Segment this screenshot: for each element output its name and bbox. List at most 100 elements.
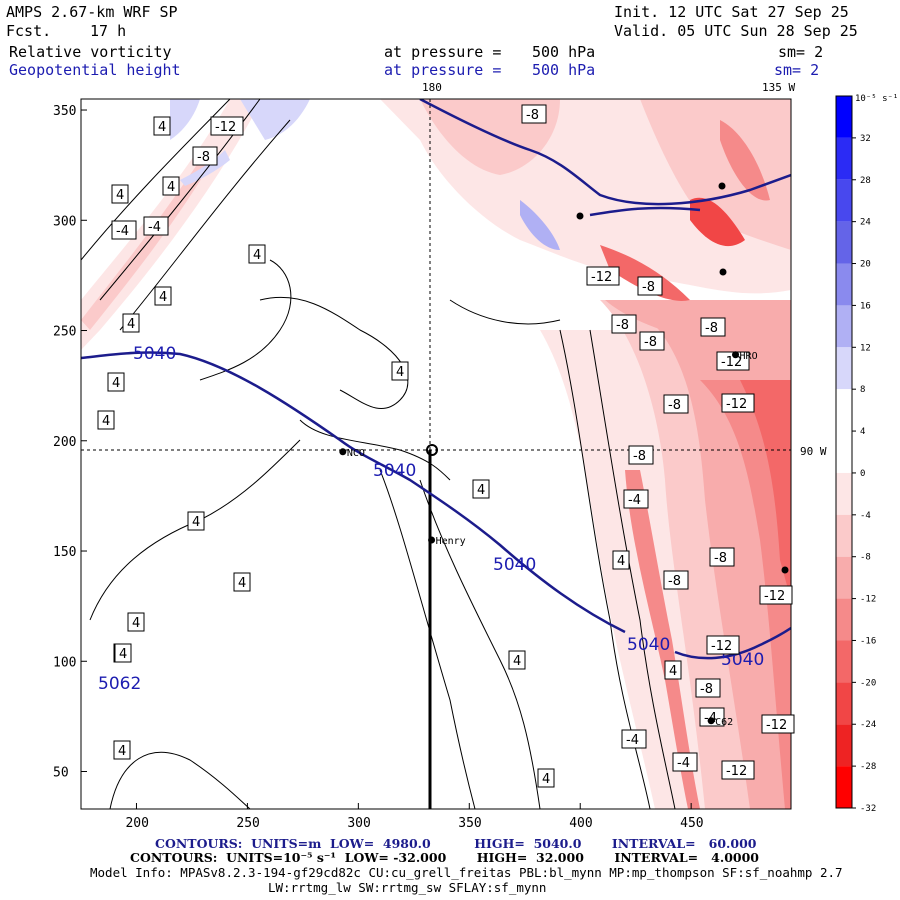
svg-text:4: 4 (477, 483, 485, 498)
vorticity-label: 4 (122, 313, 140, 333)
colorbar-swatch (836, 640, 852, 683)
vorticity-label: -8 (709, 547, 735, 567)
vorticity-label: 4 (391, 361, 409, 381)
field-2-name: Geopotential height (9, 61, 181, 79)
svg-text:-8: -8 (526, 108, 539, 123)
colorbar-label: 4 (860, 427, 865, 437)
y-tick-label: 150 (53, 545, 76, 560)
vorticity-label: 4 (248, 244, 266, 264)
svg-text:4: 4 (132, 616, 140, 631)
init-time: Init. 12 UTC Sat 27 Sep 25 (614, 3, 849, 21)
svg-text:-12: -12 (766, 718, 787, 733)
x-tick-label: 200 (125, 816, 148, 831)
y-axis: 50 100 150 200 250 300 350 (53, 104, 87, 781)
vorticity-label: 4 (162, 176, 180, 196)
field-2-smoothing: sm= 2 (774, 61, 820, 79)
model-info-line-1: Model Info: MPASv8.2.3-194-gf29cd82c CU:… (90, 865, 843, 880)
vorticity-label: -8 (521, 104, 547, 124)
colorbar-label: 24 (860, 218, 871, 228)
station-label: NCO (347, 448, 365, 459)
vorticity-label: 4 (107, 372, 125, 392)
height-contours-info: CONTOURS: UNITS=m LOW= 4980.0 HIGH= 5040… (155, 836, 757, 851)
y-tick-label: 100 (53, 655, 76, 670)
vorticity-label: 4 (114, 643, 132, 663)
height-contours (81, 99, 791, 660)
svg-text:4: 4 (167, 180, 175, 195)
svg-text:-12: -12 (591, 270, 612, 285)
x-tick-label: 400 (569, 816, 592, 831)
vorticity-label: -12 (759, 585, 793, 605)
vorticity-label: 4 (233, 572, 251, 592)
lon-label-180: 180 (422, 81, 442, 94)
svg-text:-8: -8 (616, 318, 629, 333)
vorticity-label: -8 (628, 445, 654, 465)
vorticity-label: -12 (586, 266, 620, 286)
vorticity-label: -12 (761, 714, 795, 734)
vorticity-label: 4 (472, 479, 490, 499)
field-1-pressure-label: at pressure = (384, 43, 502, 61)
svg-text:-12: -12 (721, 355, 742, 370)
vorticity-label: -8 (192, 146, 218, 166)
svg-text:-12: -12 (726, 764, 747, 779)
colorbar-swatch (836, 179, 852, 222)
vorticity-label: 4 (154, 286, 172, 306)
station-marker (428, 536, 436, 544)
svg-text:4: 4 (669, 664, 677, 679)
svg-text:4: 4 (542, 772, 550, 787)
vorticity-label: 4 (127, 612, 145, 632)
colorbar-swatch (836, 305, 852, 348)
height-label: 5040 (721, 650, 764, 670)
y-tick-label: 350 (53, 104, 76, 119)
svg-text:4: 4 (617, 554, 625, 569)
svg-text:4: 4 (127, 317, 135, 332)
valid-time: Valid. 05 UTC Sun 28 Sep 25 (614, 22, 858, 40)
svg-text:-4: -4 (148, 220, 161, 235)
vorticity-label: -4 (111, 220, 137, 240)
colorbar-swatch (836, 221, 852, 264)
field-1-name: Relative vorticity (9, 43, 172, 61)
vorticity-contours-info: CONTOURS: UNITS=10⁻⁵ s⁻¹ LOW= -32.000 HI… (130, 850, 759, 865)
colorbar-label: 28 (860, 176, 871, 186)
colorbar-label: -12 (860, 595, 876, 605)
vorticity-label: 4 (612, 550, 630, 570)
colorbar-label: -28 (860, 762, 876, 772)
map-frame (80, 98, 792, 810)
y-tick-label: 200 (53, 435, 76, 450)
vorticity-label: -12 (721, 393, 755, 413)
svg-text:4: 4 (158, 120, 166, 135)
vorticity-label: 4 (508, 650, 526, 670)
colorbar-label: 32 (860, 134, 871, 144)
lon-label-135w: 135 W (762, 81, 795, 94)
colorbar-label: -20 (860, 678, 876, 688)
colorbar-label: -24 (860, 720, 876, 730)
vorticity-label: -12 (716, 351, 750, 371)
svg-text:-12: -12 (215, 120, 236, 135)
svg-text:-8: -8 (633, 449, 646, 464)
svg-text:-8: -8 (642, 280, 655, 295)
stations: NCO Henry HRO C62 (339, 351, 758, 728)
svg-text:-8: -8 (644, 335, 657, 350)
forecast-hours: 17 h (90, 22, 127, 40)
height-label: 5062 (98, 674, 141, 694)
colorbar-swatch (836, 766, 852, 808)
svg-text:4: 4 (116, 188, 124, 203)
forecast-label: Fcst. (6, 22, 52, 40)
colorbar-swatch (836, 263, 852, 306)
x-axis: 200 250 300 350 400 450 (125, 803, 704, 831)
svg-text:-8: -8 (197, 150, 210, 165)
vorticity-label: -12 (721, 760, 755, 780)
svg-text:4: 4 (159, 290, 167, 305)
vorticity-label: -12 (210, 116, 244, 136)
station-marker (732, 351, 740, 359)
svg-text:4: 4 (192, 515, 200, 530)
svg-text:4: 4 (102, 414, 110, 429)
field-2-pressure: 500 hPa (532, 61, 596, 79)
colorbar-swatch (836, 556, 852, 599)
svg-text:-4: -4 (677, 756, 690, 771)
svg-text:-4: -4 (626, 733, 639, 748)
colorbar-label: 20 (860, 260, 871, 270)
vorticity-label: -8 (637, 276, 663, 296)
colorbar-label: 16 (860, 301, 871, 311)
svg-text:4: 4 (118, 744, 126, 759)
vorticity-label: -4 (672, 752, 698, 772)
